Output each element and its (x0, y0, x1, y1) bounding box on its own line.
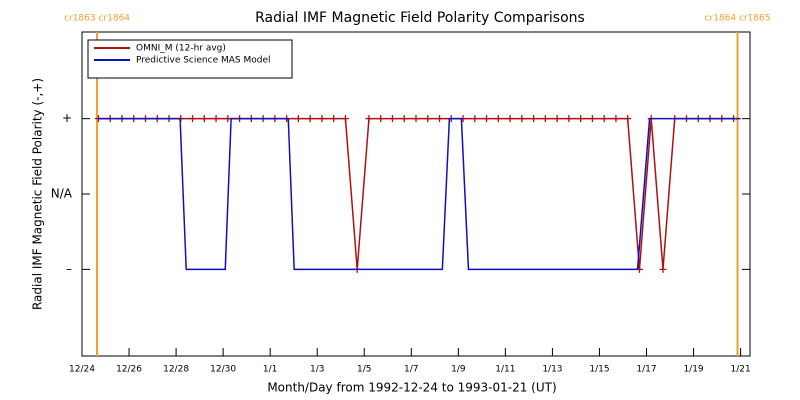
legend-label: Predictive Science MAS Model (136, 56, 271, 66)
plus-marker (200, 115, 208, 123)
plus-marker (553, 115, 561, 123)
plus-marker (365, 115, 373, 123)
plus-marker (294, 115, 302, 123)
x-tick-label: 1/7 (404, 365, 418, 375)
x-tick-label: 1/3 (310, 365, 324, 375)
plus-marker (424, 115, 432, 123)
plus-marker (659, 265, 667, 273)
plus-marker (600, 115, 608, 123)
plus-marker (588, 115, 596, 123)
plus-marker (330, 115, 338, 123)
x-tick-label: 1/1 (263, 365, 277, 375)
x-tick-label: 12/30 (210, 365, 236, 375)
x-tick-label: 1/5 (357, 365, 371, 375)
plus-marker (506, 115, 514, 123)
series-line (97, 117, 741, 271)
plus-marker (471, 115, 479, 123)
x-tick-label: 1/9 (451, 365, 466, 375)
y-axis-label: Radial IMF Magnetic Field Polarity (-,+) (31, 78, 45, 310)
plus-marker (306, 115, 314, 123)
carrington-label: cr1864 cr1865 (705, 14, 771, 24)
carrington-label: cr1863 cr1864 (64, 14, 130, 24)
plus-marker (388, 115, 396, 123)
plus-marker (341, 115, 349, 123)
plus-marker (412, 115, 420, 123)
x-axis-label: Month/Day from 1992-12-24 to 1993-01-21 … (267, 381, 556, 395)
x-tick-label: 1/13 (542, 365, 562, 375)
plus-marker (436, 115, 444, 123)
plus-marker (577, 115, 585, 123)
x-tick-label: 12/24 (69, 365, 95, 375)
x-tick-label: 12/28 (163, 365, 189, 375)
plus-marker (212, 115, 220, 123)
plus-marker (318, 115, 326, 123)
plus-marker (377, 115, 385, 123)
x-tick-label: 1/15 (589, 365, 609, 375)
plus-marker (565, 115, 573, 123)
plus-marker (518, 115, 526, 123)
plus-marker (530, 115, 538, 123)
y-tick-label: – (66, 262, 72, 276)
x-tick-label: 12/26 (116, 365, 142, 375)
x-tick-label: 1/19 (683, 365, 703, 375)
plus-marker (400, 115, 408, 123)
plus-marker (189, 115, 197, 123)
plus-marker (224, 115, 232, 123)
y-tick-label: N/A (51, 187, 73, 201)
plus-marker (624, 115, 632, 123)
plus-marker (541, 115, 549, 123)
plus-marker (494, 115, 502, 123)
chart-title: Radial IMF Magnetic Field Polarity Compa… (255, 10, 585, 26)
legend-label: OMNI_M (12-hr avg) (136, 44, 226, 54)
plus-marker (483, 115, 491, 123)
x-tick-label: 1/11 (495, 365, 515, 375)
x-tick-label: 1/21 (730, 365, 750, 375)
x-tick-label: 1/17 (636, 365, 656, 375)
plus-marker (612, 115, 620, 123)
y-tick-label: + (62, 111, 72, 125)
